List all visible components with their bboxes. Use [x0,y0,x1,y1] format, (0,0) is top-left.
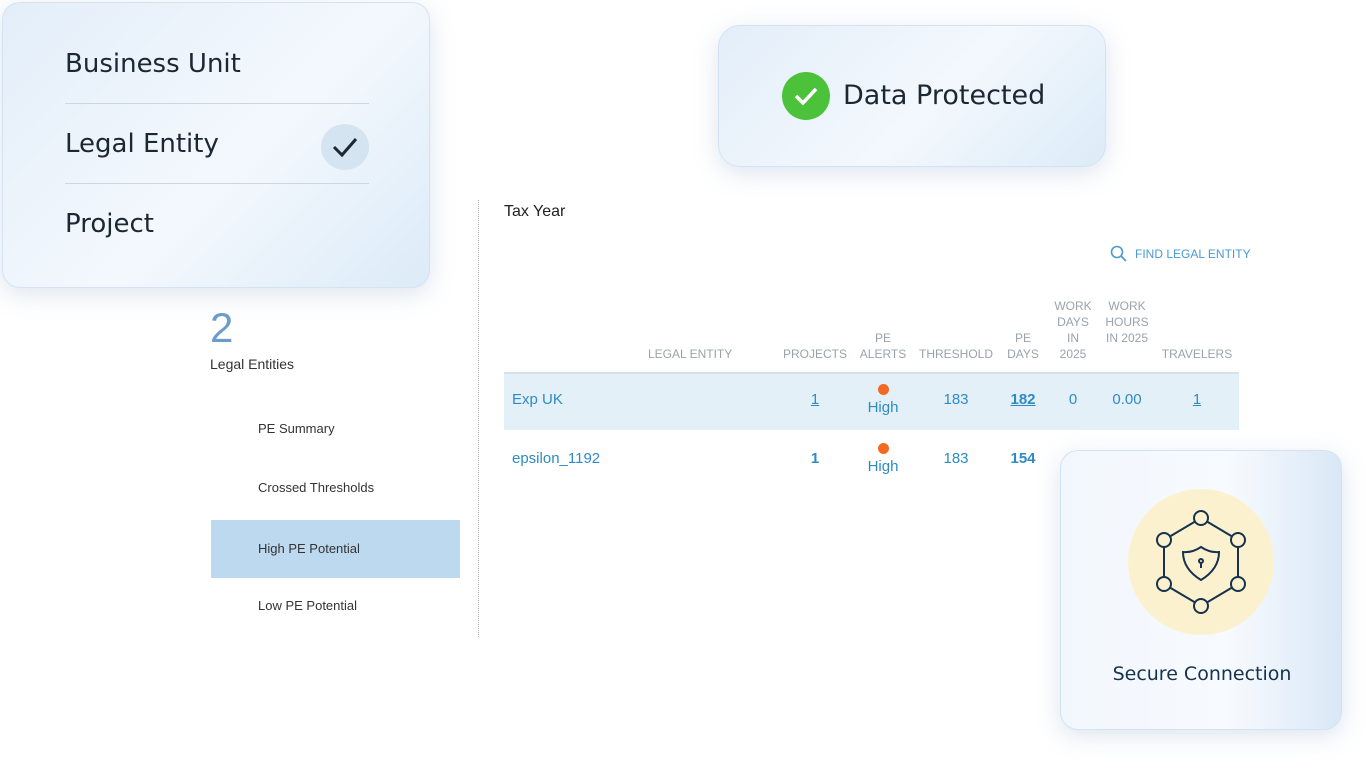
projects-link[interactable]: 1 [810,391,820,408]
checkmark-icon [321,124,369,170]
col-threshold[interactable]: THRESHOLD [918,347,993,361]
nav-pe-summary[interactable]: PE Summary [258,421,335,436]
work-hours: 0.00 [1112,391,1142,408]
data-protected-label: Data Protected [843,80,1046,111]
search-icon [1110,245,1127,262]
alert-dot-icon [877,384,889,395]
secure-connection-label: Secure Connection [1112,663,1292,685]
threshold: 183 [943,450,969,467]
work-days: 0 [1068,391,1078,408]
col-work-days[interactable]: WORK DAYS IN 2025 [1054,299,1092,361]
pe-days-link[interactable]: 182 [1010,391,1036,408]
dropdown-item-legal-entity[interactable]: Legal Entity [65,129,219,159]
alert-dot-icon [877,443,889,454]
col-pe-alerts[interactable]: PE ALERTS [859,331,907,361]
pe-alert: High [858,384,908,416]
alert-level: High [867,458,899,475]
col-legal-entity[interactable]: LEGAL ENTITY [648,347,733,361]
col-work-hours[interactable]: WORK HOURS IN 2025 [1105,299,1149,345]
entity-name[interactable]: epsilon_1192 [512,450,601,467]
nav-low-pe-potential[interactable]: Low PE Potential [258,598,358,613]
check-circle-icon [782,72,830,120]
nav-high-pe-potential[interactable]: High PE Potential [211,520,460,578]
col-projects[interactable]: PROJECTS [782,347,847,361]
dropdown-item-business-unit[interactable]: Business Unit [65,49,241,79]
travelers-link[interactable]: 1 [1192,391,1202,408]
col-travelers[interactable]: TRAVELERS [1161,347,1233,361]
nav-crossed-thresholds[interactable]: Crossed Thresholds [258,480,375,495]
projects-value[interactable]: 1 [810,450,820,467]
divider [65,183,369,184]
legal-entity-count-label: Legal Entities [210,356,295,372]
find-legal-entity-link[interactable]: FIND LEGAL ENTITY [1110,245,1251,262]
divider [478,200,479,637]
grouping-dropdown: Business Unit Legal Entity Project [2,2,430,288]
threshold: 183 [943,391,969,408]
secure-connection-card: Secure Connection [1060,450,1342,730]
divider [65,103,369,104]
col-pe-days[interactable]: PE DAYS [1007,331,1039,361]
data-protected-badge: Data Protected [718,25,1106,167]
entity-name[interactable]: Exp UK [512,391,563,408]
shield-network-icon [1128,489,1274,635]
pe-alert: High [858,443,908,475]
tax-year-label: Tax Year [504,203,566,220]
table-row[interactable] [504,372,1239,430]
dropdown-item-project[interactable]: Project [65,209,154,239]
pe-days[interactable]: 154 [1010,450,1036,467]
legal-entity-count: 2 [210,304,234,351]
find-legal-entity-label: FIND LEGAL ENTITY [1135,246,1251,261]
alert-level: High [867,399,899,416]
